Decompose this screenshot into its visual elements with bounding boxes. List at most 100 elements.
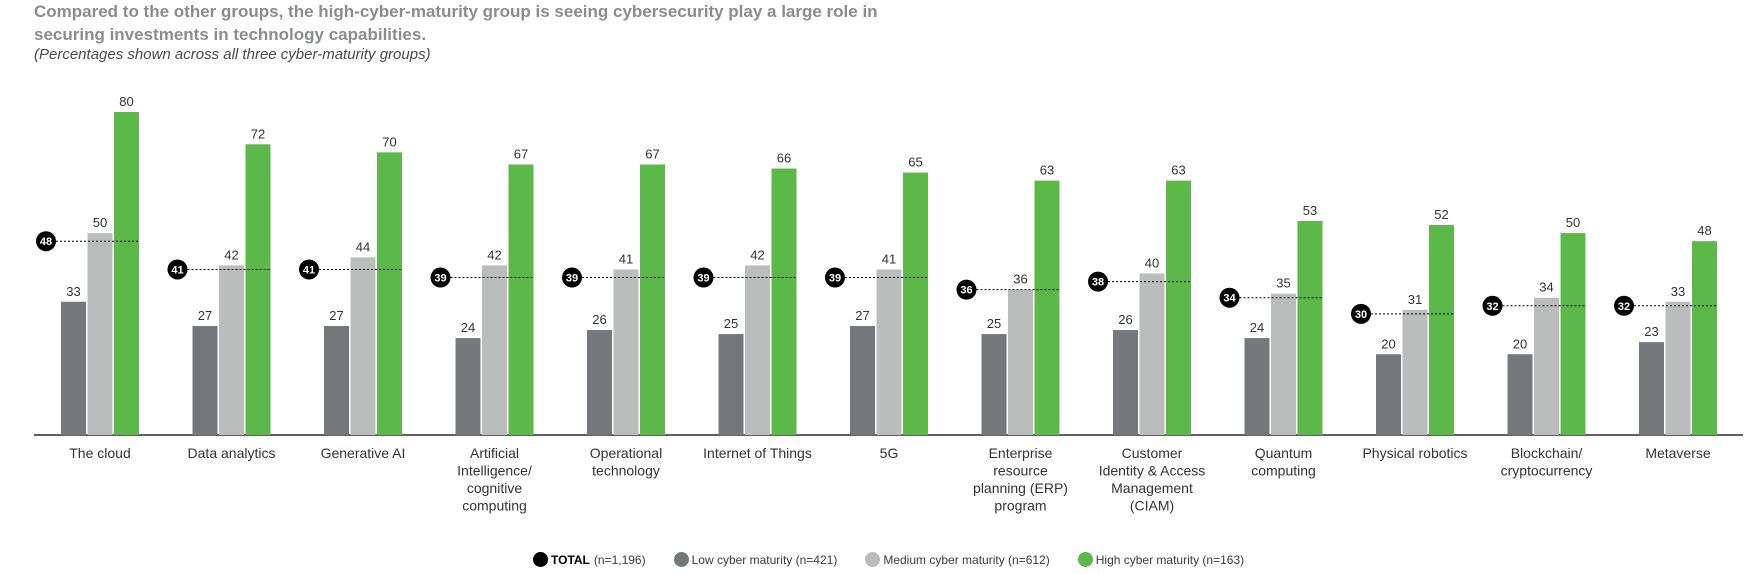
data-label-low: 20 xyxy=(1513,336,1527,351)
bar-high xyxy=(114,112,139,435)
bar-low xyxy=(981,334,1007,435)
bar-high xyxy=(1166,180,1191,435)
data-label-medium: 44 xyxy=(356,239,370,254)
data-label-medium: 31 xyxy=(1408,292,1422,307)
data-label-medium: 41 xyxy=(882,251,896,266)
category-label: Identity & Access xyxy=(1099,463,1206,479)
category-label: Physical robotics xyxy=(1362,445,1467,461)
bar-medium xyxy=(1008,289,1033,435)
legend-swatch-medium xyxy=(865,552,881,567)
category-label: computing xyxy=(1251,463,1316,479)
bar-low xyxy=(1507,354,1533,435)
bar-low xyxy=(1376,354,1401,435)
total-label: 32 xyxy=(1486,301,1498,313)
bar-high xyxy=(508,164,534,436)
category-label: Artificial xyxy=(470,445,519,461)
total-label: 36 xyxy=(960,285,972,297)
bar-low xyxy=(850,325,875,435)
total-label: 48 xyxy=(40,236,52,248)
total-label: 34 xyxy=(1223,293,1236,305)
legend-label: Low cyber maturity (n=421) xyxy=(691,552,838,567)
bar-high xyxy=(1692,241,1717,435)
total-marker xyxy=(430,267,451,288)
category-label: Quantum xyxy=(1255,445,1313,461)
total-marker xyxy=(36,231,56,252)
data-label-medium: 33 xyxy=(1671,284,1685,299)
data-label-medium: 42 xyxy=(750,247,764,262)
total-marker xyxy=(167,259,188,280)
category-label: The cloud xyxy=(69,445,130,461)
total-label: 39 xyxy=(566,273,578,285)
bar-medium xyxy=(745,265,770,435)
bar-medium xyxy=(1665,301,1691,435)
category-label: Management xyxy=(1111,480,1193,496)
total-label: 38 xyxy=(1092,277,1104,289)
legend-item-total: TOTAL (n=1,196) xyxy=(533,552,646,567)
legend-swatch-total xyxy=(533,552,548,567)
total-marker xyxy=(1482,295,1503,316)
data-label-high: 72 xyxy=(251,126,265,141)
bar-medium xyxy=(1139,273,1165,435)
bar-low xyxy=(1244,338,1270,435)
total-label: 30 xyxy=(1355,309,1367,321)
bar-medium xyxy=(482,265,507,435)
data-label-low: 23 xyxy=(1644,324,1658,339)
total-marker xyxy=(1088,271,1108,292)
data-label-low: 27 xyxy=(329,308,343,323)
bar-low xyxy=(324,325,349,435)
category-label: 5G xyxy=(880,445,899,461)
legend-item-low: Low cyber maturity (n=421) xyxy=(673,552,838,567)
legend-label: High cyber maturity (n=163) xyxy=(1095,552,1245,567)
data-label-medium: 40 xyxy=(1145,256,1159,271)
total-label: 39 xyxy=(434,273,446,285)
bar-medium xyxy=(1271,293,1296,435)
data-label-low: 26 xyxy=(1118,312,1132,327)
bar-low xyxy=(192,325,218,435)
chart-subtitle: (Percentages shown across all three cybe… xyxy=(34,46,431,63)
category-label: Metaverse xyxy=(1645,445,1711,461)
total-label: 32 xyxy=(1618,301,1630,313)
data-label-low: 25 xyxy=(987,316,1001,331)
bar-chart: 33 50 80 48 The cloud 27 42 72 41 Data analytics 2… xyxy=(34,94,1743,514)
data-label-high: 65 xyxy=(908,155,922,170)
legend-swatch-high xyxy=(1077,552,1093,567)
total-marker xyxy=(693,267,714,288)
category-label: cryptocurrency xyxy=(1501,463,1593,479)
data-label-low: 24 xyxy=(461,320,475,335)
bar-medium xyxy=(87,233,113,435)
bar-high xyxy=(245,144,271,436)
data-label-high: 67 xyxy=(645,146,659,161)
chart-title: Compared to the other groups, the high-c… xyxy=(34,2,878,44)
bar-low xyxy=(455,338,481,435)
data-label-medium: 35 xyxy=(1276,276,1290,291)
bar-medium xyxy=(1534,297,1559,435)
bar-low xyxy=(587,330,612,435)
data-label-low: 25 xyxy=(724,316,738,331)
legend-label-bold: TOTAL xyxy=(551,552,590,567)
legend-item-high: High cyber maturity (n=163) xyxy=(1077,552,1245,567)
category-label: cognitive xyxy=(467,480,522,496)
total-label: 41 xyxy=(303,264,315,276)
data-label-medium: 42 xyxy=(224,247,238,262)
bar-high xyxy=(377,152,402,435)
total-marker xyxy=(825,267,845,288)
bar-high xyxy=(1429,225,1454,435)
bar-low xyxy=(61,301,86,435)
total-marker xyxy=(1351,303,1371,324)
legend-item-medium: Medium cyber maturity (n=612) xyxy=(865,552,1050,567)
legend-label: (n=1,196) xyxy=(593,552,646,567)
category-label: technology xyxy=(592,463,660,479)
data-label-high: 70 xyxy=(382,134,396,149)
category-label: Operational xyxy=(590,445,662,461)
data-label-low: 27 xyxy=(855,308,869,323)
data-label-low: 27 xyxy=(198,308,212,323)
category-label: Data analytics xyxy=(188,445,276,461)
bar-low xyxy=(1639,342,1664,435)
bar-low xyxy=(1113,330,1138,435)
bar-medium xyxy=(350,257,376,435)
category-label: Blockchain/ xyxy=(1511,445,1583,461)
legend-label: Medium cyber maturity (n=612) xyxy=(883,552,1050,567)
category-label: planning (ERP) xyxy=(973,480,1068,496)
data-label-medium: 34 xyxy=(1539,280,1553,295)
data-label-low: 20 xyxy=(1381,336,1395,351)
